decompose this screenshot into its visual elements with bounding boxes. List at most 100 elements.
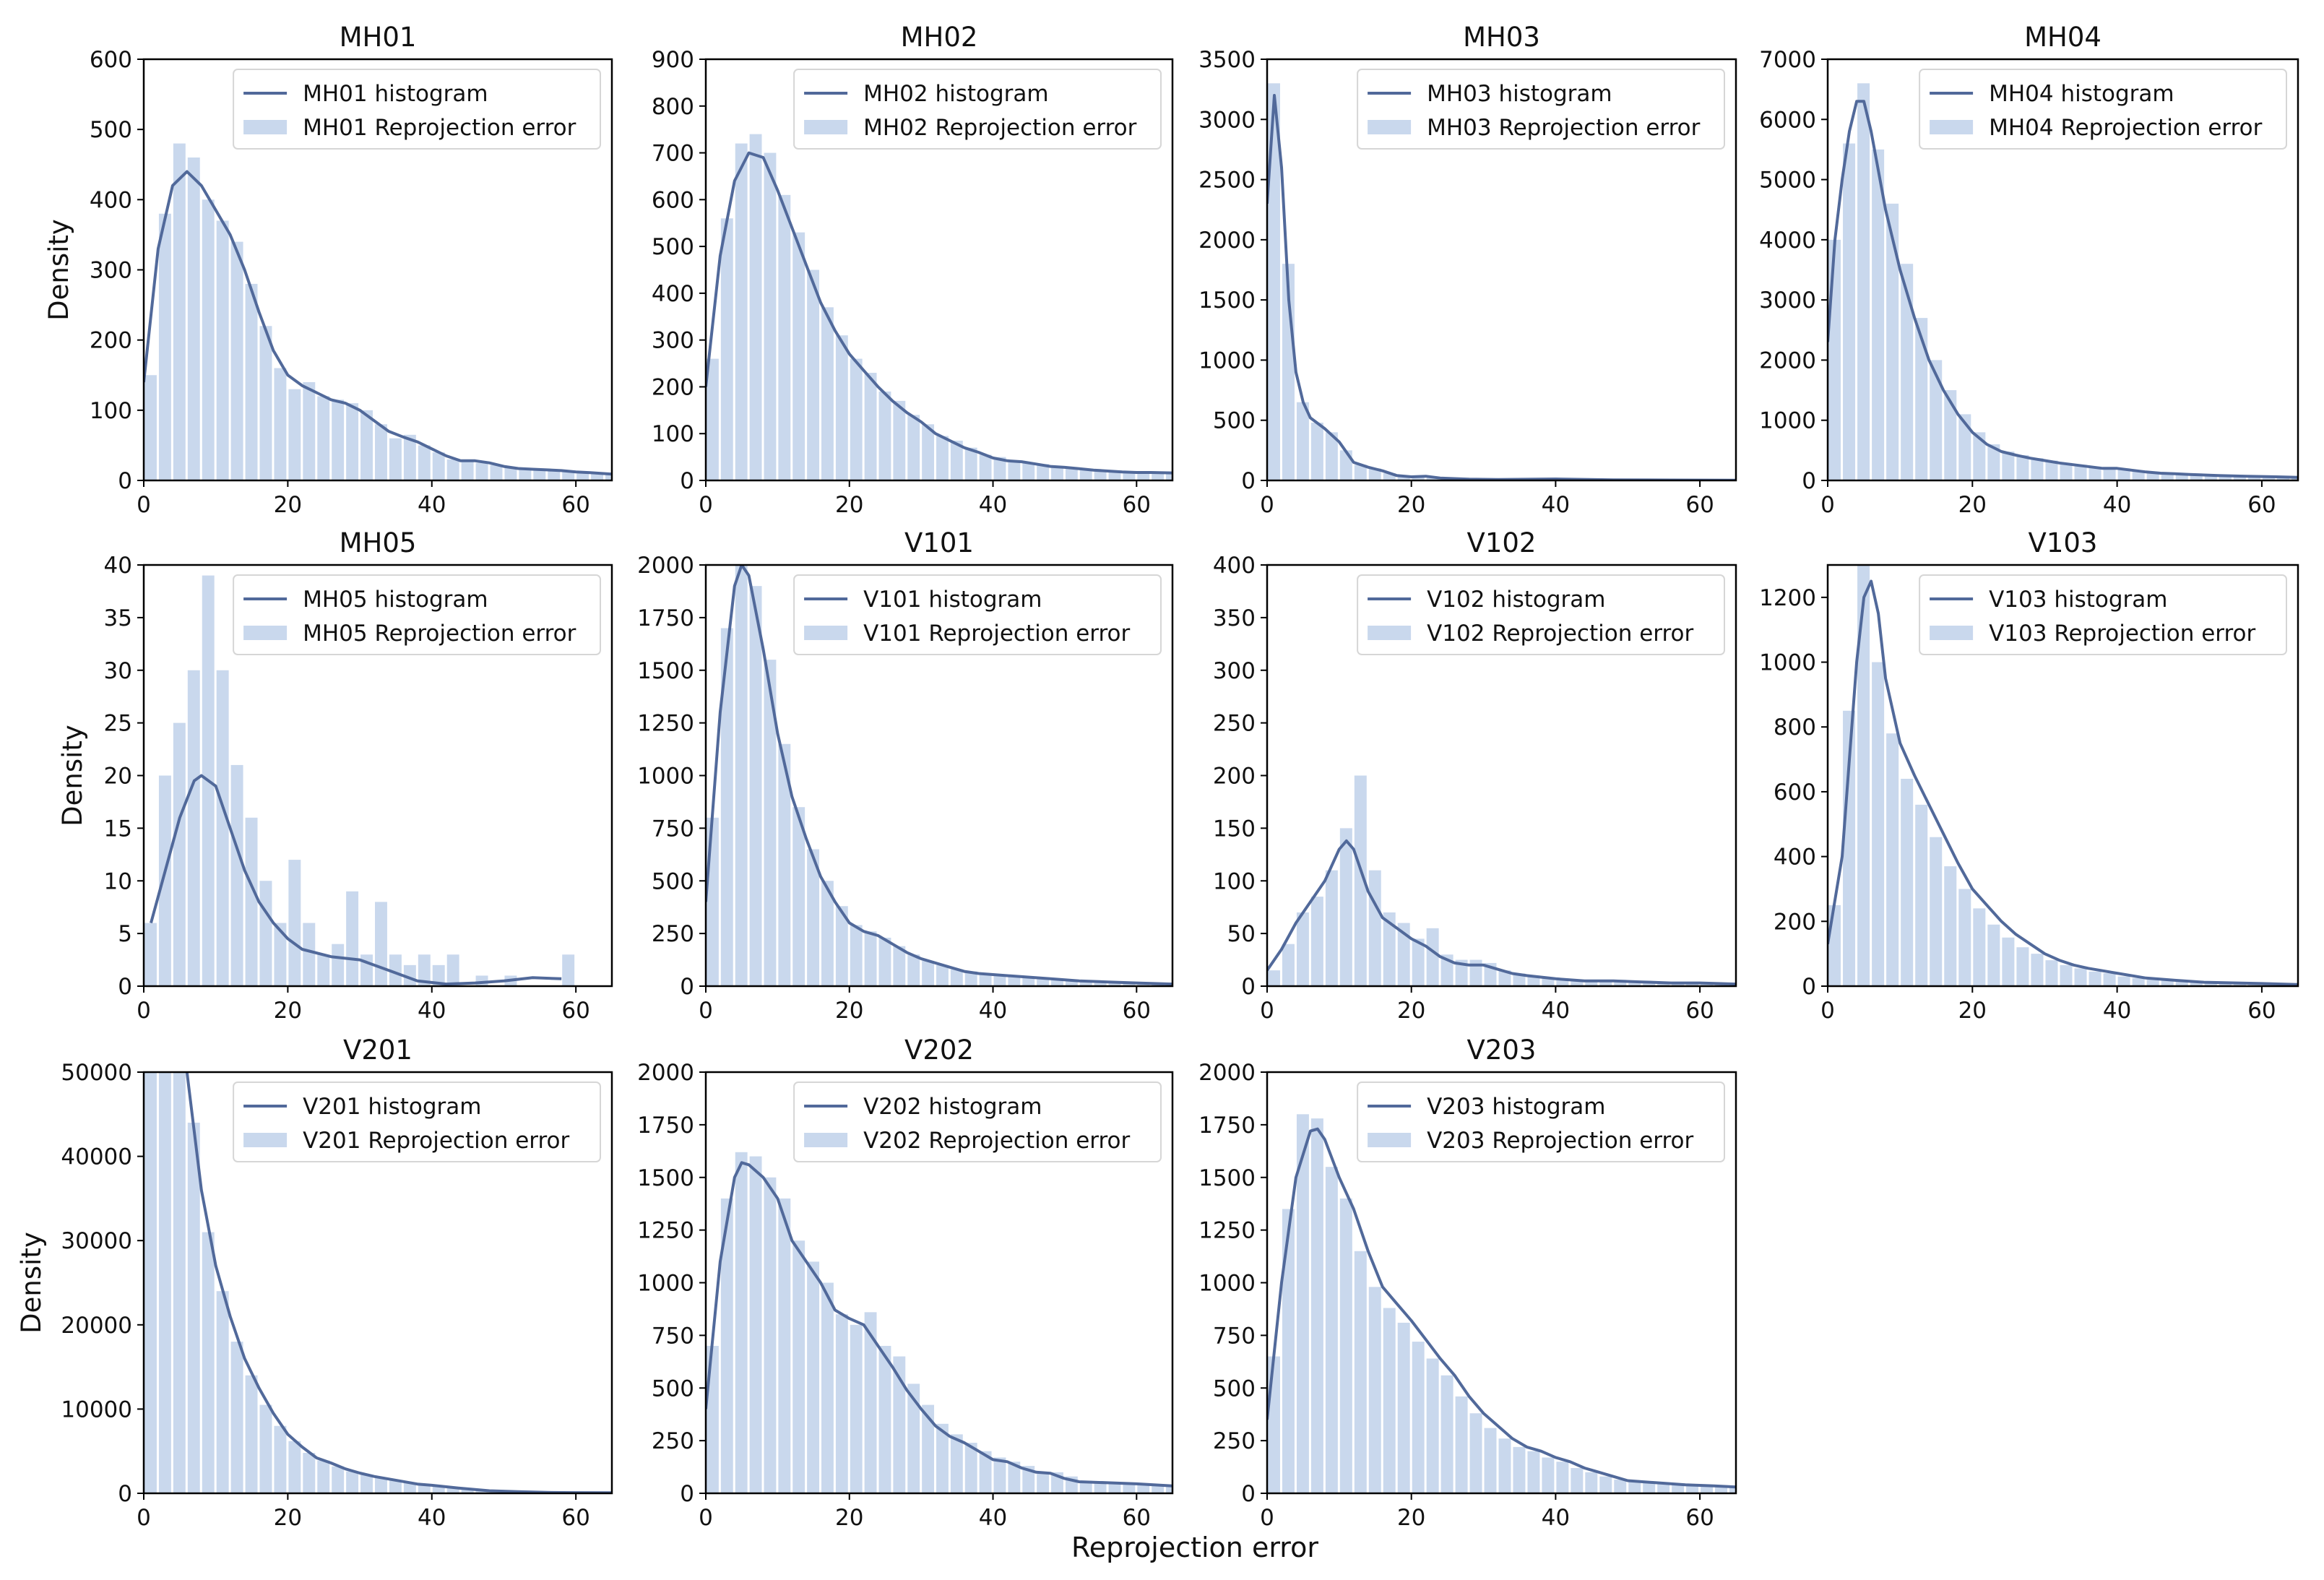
histogram-bar	[1498, 1438, 1511, 1493]
histogram-bar	[922, 1404, 935, 1493]
histogram-bar	[1701, 1486, 1714, 1493]
histogram-bar	[1123, 1483, 1136, 1493]
histogram-bar	[1008, 1462, 1021, 1493]
histogram-bar	[792, 1240, 805, 1493]
subplot-title: V202	[904, 1035, 974, 1066]
legend-bar-swatch	[1930, 120, 1974, 134]
legend: MH04 histogram MH04 Reprojection error	[1919, 69, 2288, 150]
legend-label-reprojection: MH04 Reprojection error	[1989, 115, 2263, 141]
y-tick-label: 7000	[1759, 47, 1816, 73]
histogram-bar	[446, 459, 459, 480]
histogram-bar	[907, 1383, 920, 1493]
y-tick-label: 0	[680, 974, 694, 1000]
histogram-bar	[475, 1490, 488, 1493]
histogram-bar	[2276, 477, 2289, 480]
plot-area	[706, 565, 1172, 986]
histogram-bar	[1426, 1358, 1439, 1493]
histogram-bar	[576, 473, 589, 480]
x-tick-label: 60	[561, 1505, 589, 1531]
histogram-bar	[2146, 472, 2159, 480]
y-tick-label: 1500	[1198, 1165, 1256, 1191]
histogram-bar	[1729, 1487, 1736, 1493]
y-tick-label: 300	[90, 258, 132, 284]
histogram-bar	[2016, 947, 2029, 986]
kde-line	[1267, 839, 1736, 986]
y-tick-label: 0	[118, 468, 132, 494]
x-tick-label: 0	[137, 492, 151, 518]
subplot-mh03: 0 20 40 60 0 500 1000 1500 2000 2500 3000 3500 MH03 M…	[1198, 22, 1737, 518]
y-tick-label: 750	[1213, 1323, 1256, 1349]
histogram-bar	[2016, 455, 2029, 480]
y-tick-label: 250	[652, 921, 694, 947]
histogram-bar	[245, 1375, 258, 1493]
histogram-bar	[2190, 474, 2203, 480]
x-tick-label: 0	[699, 492, 713, 518]
legend-bar-swatch	[243, 626, 288, 640]
histogram-bar	[403, 434, 416, 480]
y-tick-label: 2000	[637, 1060, 694, 1086]
y-tick-label: 150	[1213, 816, 1256, 842]
subplot-v201: 0 20 40 60 0 10000 20000 30000 40000 50000 V201 Den…	[16, 1035, 613, 1531]
histogram-bar	[720, 1198, 733, 1493]
histogram-bar	[158, 213, 171, 480]
histogram-bar	[2132, 977, 2145, 986]
histogram-bar	[173, 722, 186, 986]
histogram-bar	[778, 194, 791, 480]
histogram-bar	[1296, 402, 1309, 480]
histogram-bar	[1915, 318, 1928, 480]
histogram-bar	[792, 232, 805, 480]
histogram-bar	[158, 1072, 171, 1493]
histogram-bar	[2045, 960, 2058, 986]
histogram-bar	[2175, 473, 2188, 480]
y-tick-label: 300	[1213, 658, 1256, 684]
y-axis-label: Density	[16, 1232, 47, 1334]
histogram-bar	[230, 1342, 243, 1493]
histogram-bar	[807, 1261, 820, 1493]
histogram-bar	[1051, 978, 1063, 986]
histogram-bar	[202, 199, 215, 480]
histogram-bar	[893, 1356, 906, 1493]
histogram-bar	[1412, 938, 1425, 986]
y-tick-label: 10	[104, 868, 132, 894]
y-tick-label: 1000	[637, 1271, 694, 1297]
histogram-bar	[807, 269, 820, 480]
histogram-bar	[950, 969, 963, 986]
histogram-bar	[1412, 476, 1425, 480]
x-tick-label: 60	[561, 998, 589, 1024]
histogram-bar	[288, 860, 301, 986]
y-tick-label: 100	[652, 421, 694, 447]
histogram-bar	[389, 954, 402, 986]
histogram-bar	[2002, 937, 2015, 986]
histogram-bar	[1123, 472, 1136, 480]
histogram-bar	[1065, 980, 1078, 986]
histogram-bar	[1152, 472, 1165, 480]
histogram-bar	[2190, 982, 2203, 986]
y-tick-label: 0	[118, 1481, 132, 1507]
histogram-bar	[245, 817, 258, 986]
histogram-bar	[2233, 475, 2246, 480]
histogram-bar	[1958, 414, 1971, 480]
x-tick-label: 40	[1542, 1505, 1570, 1531]
histogram-bar	[2031, 458, 2044, 480]
y-tick-label: 4000	[1759, 228, 1816, 254]
kde-line	[706, 151, 1172, 475]
histogram-bar	[375, 1478, 387, 1493]
y-tick-label: 2000	[1198, 1060, 1256, 1086]
y-tick-label: 0	[1241, 468, 1256, 494]
legend-box	[1919, 574, 2288, 655]
histogram-bar	[1310, 897, 1323, 986]
x-tick-label: 0	[137, 998, 151, 1024]
x-tick-label: 40	[418, 1505, 446, 1531]
x-tick-label: 60	[1685, 998, 1714, 1024]
y-tick-label: 250	[1213, 1428, 1256, 1454]
histogram-bar	[735, 565, 748, 986]
histogram-bar	[964, 971, 977, 986]
y-tick-label: 1000	[1198, 347, 1256, 374]
x-tick-label: 20	[274, 998, 302, 1024]
y-tick-label: 15	[104, 816, 132, 842]
legend-bar-swatch	[1930, 626, 1974, 640]
histogram-bar	[1886, 733, 1899, 986]
histogram-bar	[749, 1156, 762, 1493]
histogram-bar	[446, 954, 459, 986]
histogram-bar	[187, 670, 200, 986]
